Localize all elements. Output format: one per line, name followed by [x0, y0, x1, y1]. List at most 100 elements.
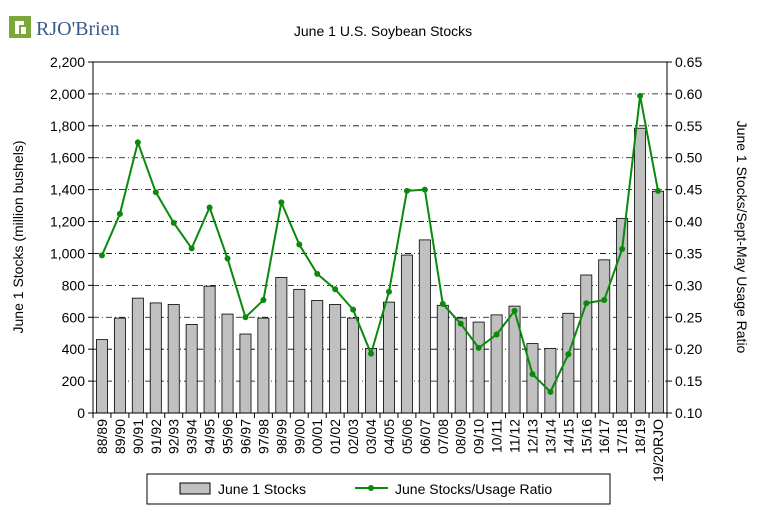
ratio-point-91/92 — [152, 189, 159, 196]
ratio-point-88/89 — [98, 252, 105, 259]
bar-06/07 — [418, 239, 431, 414]
bar-05/06 — [400, 254, 413, 414]
x-tick-label: 94/95 — [202, 419, 218, 454]
bar-15/16 — [580, 274, 593, 414]
right-tick-label: 0.45 — [675, 182, 702, 198]
ratio-point-02/03 — [350, 306, 357, 313]
left-tick-label: 400 — [62, 341, 86, 357]
x-tick-label: 88/89 — [94, 419, 110, 454]
ratio-point-12/13 — [529, 371, 536, 378]
bar-08/09 — [454, 317, 467, 414]
right-tick-label: 0.20 — [675, 341, 702, 357]
left-tick-label: 0 — [77, 405, 85, 421]
x-tick-label: 11/12 — [507, 419, 523, 453]
ratio-point-06/07 — [421, 186, 428, 193]
bar-00/01 — [311, 300, 324, 414]
x-tick-label: 96/97 — [237, 419, 253, 454]
chart-title: June 1 U.S. Soybean Stocks — [294, 23, 472, 39]
x-tick-label: 93/94 — [184, 419, 200, 454]
ratio-point-04/05 — [385, 288, 392, 295]
right-axis-ticks: 0.10 0.15 0.20 0.25 0.30 0.35 0.40 0.45 0.50 0.55… — [667, 54, 702, 421]
right-tick-label: 0.65 — [675, 54, 702, 70]
bar-96/97 — [239, 333, 252, 414]
ratio-point-03/04 — [368, 350, 375, 357]
x-tick-label: 03/04 — [363, 419, 379, 454]
x-tick-label: 08/09 — [453, 419, 469, 454]
x-tick-label: 13/14 — [542, 419, 558, 454]
ratio-point-98/99 — [278, 199, 285, 206]
x-tick-label: 12/13 — [524, 419, 540, 454]
x-tick-label: 99/00 — [291, 419, 307, 454]
ratio-line — [101, 95, 660, 394]
x-tick-label: 19/20RJO — [650, 419, 666, 482]
bar-88/89 — [96, 339, 108, 414]
ratio-point-10/11 — [493, 331, 500, 338]
x-tick-label: 18/19 — [632, 419, 648, 454]
ratio-point-97/98 — [260, 297, 267, 304]
left-tick-label: 2,200 — [50, 54, 85, 70]
rjobrien-logo: RJO'Brien — [6, 12, 156, 46]
ratio-point-99/00 — [296, 241, 303, 248]
right-tick-label: 0.40 — [675, 214, 702, 230]
bar-13/14 — [544, 347, 557, 414]
ratio-point-89/90 — [116, 210, 123, 217]
ratio-point-05/06 — [403, 187, 410, 194]
x-tick-label: 07/08 — [435, 419, 451, 454]
ratio-point-90/91 — [134, 139, 141, 146]
bar-19/20RJO — [652, 190, 664, 414]
bar-01/02 — [329, 304, 342, 414]
right-tick-label: 0.60 — [675, 86, 702, 102]
x-tick-label: 90/91 — [130, 419, 146, 454]
bar-89/90 — [113, 317, 126, 414]
bar-07/08 — [436, 304, 449, 414]
x-tick-label: 17/18 — [614, 419, 630, 454]
left-tick-label: 1,800 — [50, 118, 85, 134]
left-axis-ticks: 0 200 400 600 800 1,000 1,200 1,400 1,600 1,800 2,… — [50, 54, 93, 421]
legend-label-ratio: June Stocks/Usage Ratio — [395, 481, 552, 497]
x-tick-label: 98/99 — [273, 419, 289, 454]
ratio-point-17/18 — [619, 245, 626, 252]
legend-label-stocks: June 1 Stocks — [218, 481, 306, 497]
legend: June 1 Stocks June Stocks/Usage Ratio — [146, 473, 611, 505]
x-axis-ticks: 88/89 89/90 90/91 91/92 92/93 93/94 94/95 95/96… — [92, 413, 668, 482]
ratio-point-94/95 — [206, 204, 213, 211]
bar-90/91 — [131, 297, 144, 414]
right-tick-label: 0.25 — [675, 309, 702, 325]
right-tick-label: 0.30 — [675, 277, 702, 293]
left-tick-label: 1,200 — [50, 214, 85, 230]
ratio-point-11/12 — [511, 307, 518, 314]
ratio-point-09/10 — [475, 344, 482, 351]
bar-03/04 — [365, 347, 377, 414]
ratio-point-01/02 — [332, 286, 339, 293]
right-tick-label: 0.10 — [675, 405, 702, 421]
right-tick-label: 0.50 — [675, 150, 702, 166]
x-tick-label: 05/06 — [399, 419, 415, 454]
right-tick-label: 0.55 — [675, 118, 702, 134]
x-tick-label: 16/17 — [596, 419, 612, 454]
bar-18/19 — [634, 127, 647, 414]
x-tick-label: 95/96 — [220, 419, 236, 454]
ratio-point-14/15 — [565, 351, 572, 358]
x-tick-label: 00/01 — [309, 419, 325, 454]
ratio-point-93/94 — [188, 245, 195, 252]
x-tick-label: 06/07 — [417, 419, 433, 454]
right-tick-label: 0.35 — [675, 245, 702, 261]
bar-09/10 — [472, 321, 485, 414]
ratio-point-15/16 — [583, 300, 590, 307]
bar-95/96 — [221, 313, 234, 414]
ratio-point-19/20RJO — [655, 187, 662, 194]
right-axis-label: June 1 Stocks/Sept-May Usage Ratio — [734, 121, 750, 354]
bar-91/92 — [149, 302, 162, 414]
bar-97/98 — [257, 317, 270, 414]
ratio-point-96/97 — [242, 314, 249, 321]
bar-16/17 — [598, 259, 611, 414]
x-tick-label: 04/05 — [381, 419, 397, 454]
ratio-point-18/19 — [637, 92, 644, 99]
logo-wordmark: RJO'Brien — [36, 18, 120, 40]
left-tick-label: 1,400 — [50, 182, 85, 198]
right-tick-label: 0.15 — [675, 373, 702, 389]
left-tick-label: 800 — [62, 277, 86, 293]
left-axis-label: June 1 Stocks (million bushels) — [10, 141, 26, 334]
x-tick-label: 09/10 — [471, 419, 487, 454]
